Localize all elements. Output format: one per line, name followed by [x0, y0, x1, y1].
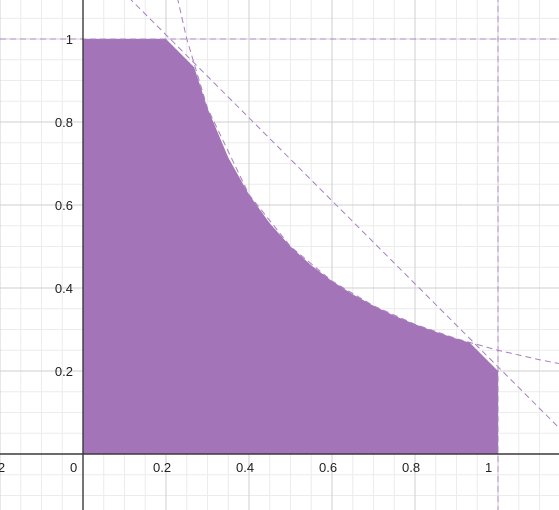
x-tick-label: 0.6 — [319, 460, 337, 475]
x-tick-label: 0.4 — [236, 460, 254, 475]
y-tick-labels: 0.2 0.4 0.6 0.8 1 — [55, 32, 73, 379]
x-tick-label: 0.2 — [153, 460, 171, 475]
x-tick-label: 0.2 — [0, 460, 5, 475]
y-tick-label: 0.6 — [55, 198, 73, 213]
x-tick-labels: 0.2 0 0.2 0.4 0.6 0.8 1 — [0, 460, 492, 475]
x-tick-label: 0 — [70, 460, 77, 475]
dashed-curve — [177, 0, 559, 365]
y-tick-label: 0.8 — [55, 115, 73, 130]
shaded-region — [83, 39, 498, 454]
dashed-curve — [130, 0, 559, 429]
x-tick-label: 0.8 — [402, 460, 420, 475]
y-tick-label: 0.2 — [55, 364, 73, 379]
y-tick-label: 0.4 — [55, 281, 73, 296]
y-tick-label: 1 — [66, 32, 73, 47]
x-tick-label: 1 — [485, 460, 492, 475]
